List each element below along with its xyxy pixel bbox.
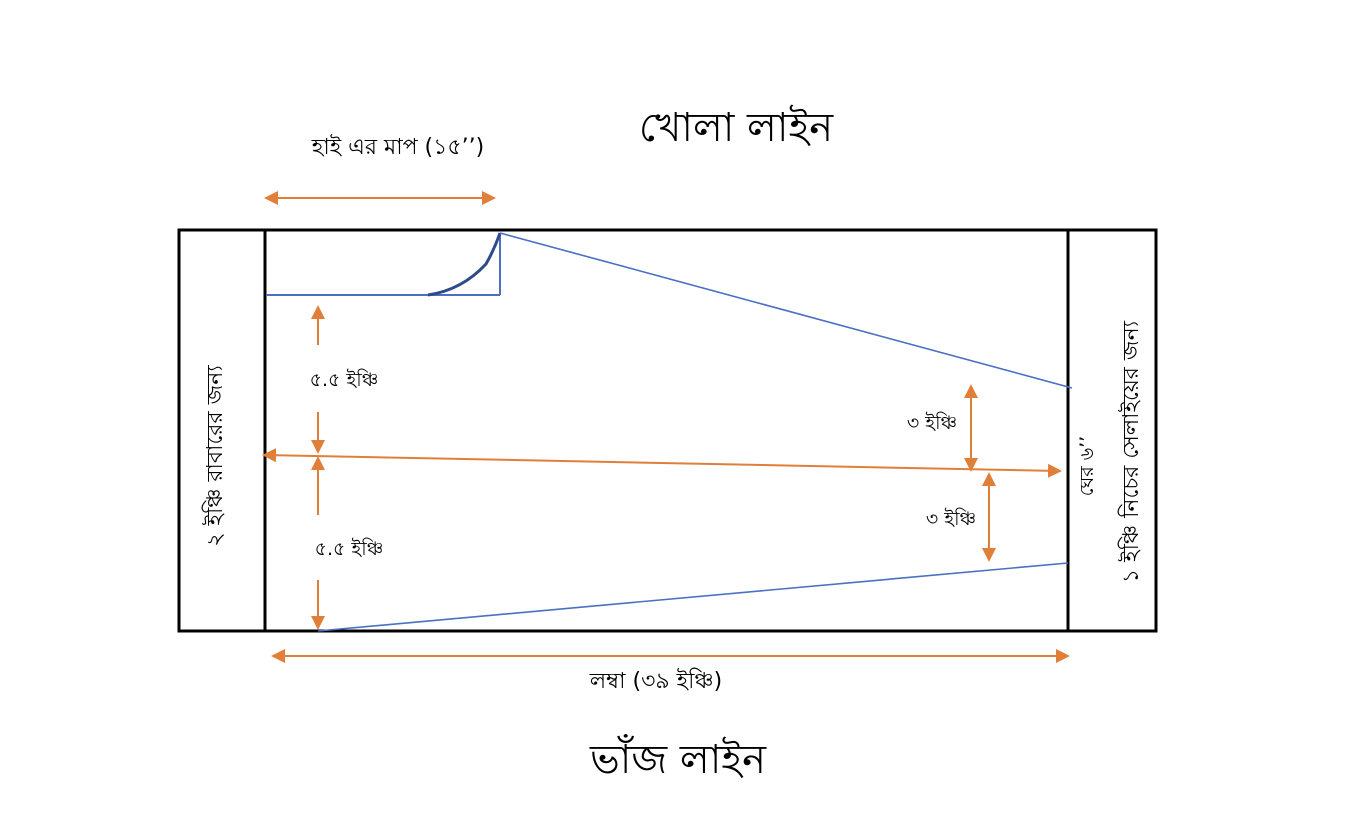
hem-width-label: ঘের ৬’’ bbox=[1076, 436, 1098, 496]
left-margin-label: ২ ইঞ্চি রাবারের জন্য bbox=[202, 365, 228, 547]
right-margin-label: ১ ইঞ্চি নিচের সেলাইয়ের জন্য bbox=[1118, 320, 1144, 583]
lower-leg-line bbox=[317, 562, 1069, 632]
outer-frame bbox=[177, 228, 1158, 633]
length-label: লম্বা (৩৯ ইঞ্চি) bbox=[589, 668, 722, 694]
upper-leg-line bbox=[499, 232, 1073, 389]
top-title: খোলা লাইন bbox=[639, 105, 834, 151]
bottom-title: ভাঁজ লাইন bbox=[589, 734, 767, 783]
upper-gap-label: ৫.৫ ইঞ্চি bbox=[310, 369, 379, 391]
right-lower-label: ৩ ইঞ্চি bbox=[926, 508, 976, 530]
crotch-curve bbox=[427, 232, 502, 297]
right-upper-label: ৩ ইঞ্চি bbox=[907, 412, 957, 434]
hip-measure-label: হাই এর মাপ (১৫’’) bbox=[311, 134, 484, 160]
lower-gap-label: ৫.৫ ইঞ্চি bbox=[315, 538, 384, 560]
center-arrow bbox=[262, 448, 1062, 478]
